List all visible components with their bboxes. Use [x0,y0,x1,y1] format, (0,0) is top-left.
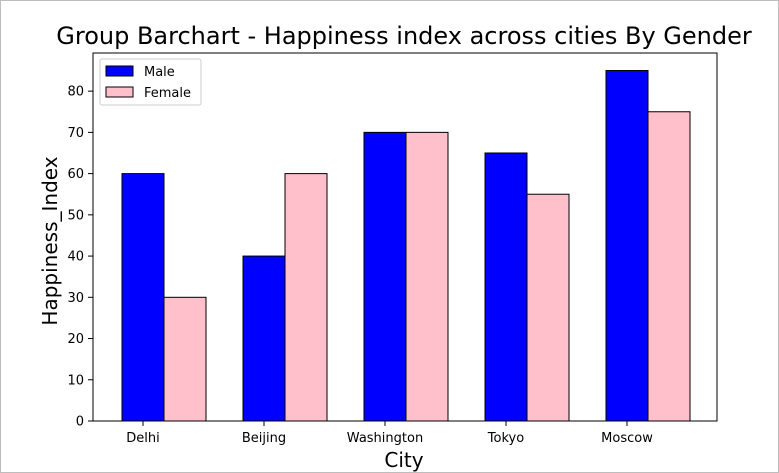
y-tick-label: 70 [67,126,84,141]
bar-male-moscow [605,70,649,422]
legend-label-female: Female [144,86,191,101]
y-tick-label: 30 [67,291,84,306]
x-tick-label-moscow: Moscow [601,431,653,446]
y-tick-label: 10 [67,373,84,388]
x-tick-label-washington: Washington [347,431,423,446]
bar-male-washington [363,131,407,422]
x-tick-label-tokyo: Tokyo [487,431,524,446]
chart-title: Group Barchart - Happiness index across … [56,22,752,50]
bars-layer [121,70,691,422]
bar-female-moscow [647,111,691,422]
y-tick-label: 20 [67,332,84,347]
y-tick-label: 40 [67,250,84,265]
legend-swatch-male [105,65,134,77]
bar-female-tokyo [526,193,570,422]
legend-label-male: Male [144,65,175,80]
bar-male-tokyo [484,152,528,422]
legend: Male Female [99,58,202,106]
bar-male-delhi [121,173,165,422]
x-tick-label-delhi: Delhi [126,431,159,446]
y-tick-label: 50 [67,208,84,223]
y-tick-label: 80 [67,85,84,100]
plot-area-frame [92,52,718,422]
bar-female-washington [405,131,449,422]
bar-female-delhi [163,296,207,422]
x-tick-label-beijing: Beijing [242,431,286,446]
y-tick-label: 0 [76,415,84,430]
bar-female-beijing [284,173,328,422]
legend-swatch-female [105,86,134,98]
y-axis-ticks: 0 10 20 30 40 50 60 70 80 [67,85,93,430]
y-tick-label: 60 [67,167,84,182]
bar-male-beijing [242,255,286,422]
y-axis-label: Happiness_Index [38,156,62,325]
x-axis-ticks: Delhi Beijing Washington Tokyo Moscow [126,421,653,446]
x-axis-label: City [384,448,423,472]
